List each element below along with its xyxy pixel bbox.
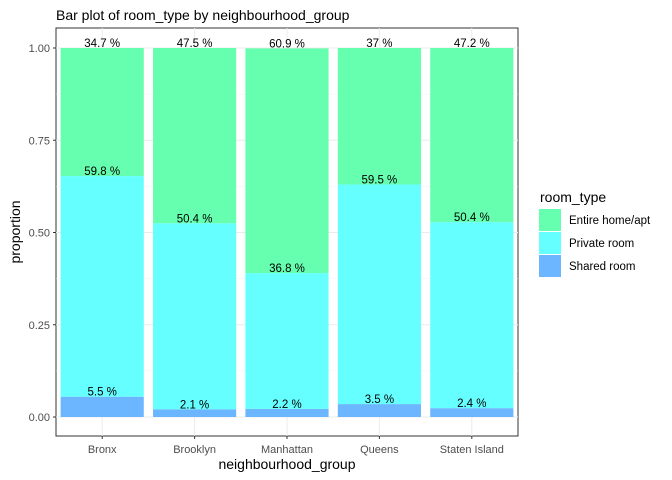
data-label: 50.4 % [177, 213, 213, 225]
data-label: 50.4 % [454, 212, 490, 224]
x-tick-label: Queens [360, 444, 399, 456]
legend-swatch [539, 209, 561, 231]
legend: room_type Entire home/apt Private room Sha… [539, 189, 651, 277]
legend-label: Entire home/apt [569, 215, 651, 227]
data-label: 47.2 % [454, 38, 490, 50]
bar-entire-home-apt [337, 48, 421, 185]
bar-shared-room [430, 408, 514, 417]
y-axis-title: proportion [7, 200, 23, 263]
x-tick-label: Manhattan [261, 444, 313, 456]
data-label: 34.7 % [84, 38, 120, 50]
data-label: 47.5 % [177, 38, 213, 50]
bar-shared-room [153, 409, 237, 417]
data-label: 37 % [366, 38, 392, 50]
bar-private-room [430, 222, 514, 409]
bar-private-room [245, 273, 329, 409]
y-tick-label: 0.75 [29, 135, 50, 147]
legend-label: Private room [569, 238, 634, 250]
plot-area: 0.00 0.25 0.50 0.75 1.00 5.5 % 59.8 % 34.7 % 2.1… [29, 27, 519, 456]
data-label: 36.8 % [269, 263, 305, 275]
legend-swatch [539, 232, 561, 254]
y-tick-label: 0.50 [29, 228, 50, 240]
bar-private-room [153, 223, 237, 410]
data-label: 3.5 % [365, 394, 394, 406]
bar-shared-room [60, 396, 144, 417]
data-label: 59.5 % [361, 175, 397, 187]
legend-title: room_type [540, 189, 606, 205]
bar-private-room [337, 184, 421, 405]
chart-title: Bar plot of room_type by neighbourhood_g… [56, 7, 350, 23]
x-tick-label: Staten Island [440, 444, 504, 456]
bar-entire-home-apt [60, 48, 144, 177]
x-tick-label: Brooklyn [173, 444, 216, 456]
x-axis-title: neighbourhood_group [218, 456, 355, 472]
data-label: 59.8 % [84, 166, 120, 178]
legend-label: Shared room [569, 261, 635, 273]
bar-entire-home-apt [153, 48, 237, 224]
data-label: 2.4 % [457, 398, 486, 410]
y-tick-label: 0.00 [29, 412, 50, 424]
bar-shared-room [245, 408, 329, 417]
data-label: 5.5 % [87, 387, 116, 399]
y-tick-label: 0.25 [29, 320, 50, 332]
data-label: 60.9 % [269, 38, 305, 50]
x-tick-label: Bronx [88, 444, 117, 456]
data-label: 2.1 % [180, 399, 209, 411]
bar-entire-home-apt [245, 48, 329, 274]
bar-shared-room [337, 404, 421, 417]
bar-entire-home-apt [430, 48, 514, 223]
bar-private-room [60, 176, 144, 397]
y-tick-label: 1.00 [29, 43, 50, 55]
legend-swatch [539, 255, 561, 277]
data-label: 2.2 % [272, 399, 301, 411]
